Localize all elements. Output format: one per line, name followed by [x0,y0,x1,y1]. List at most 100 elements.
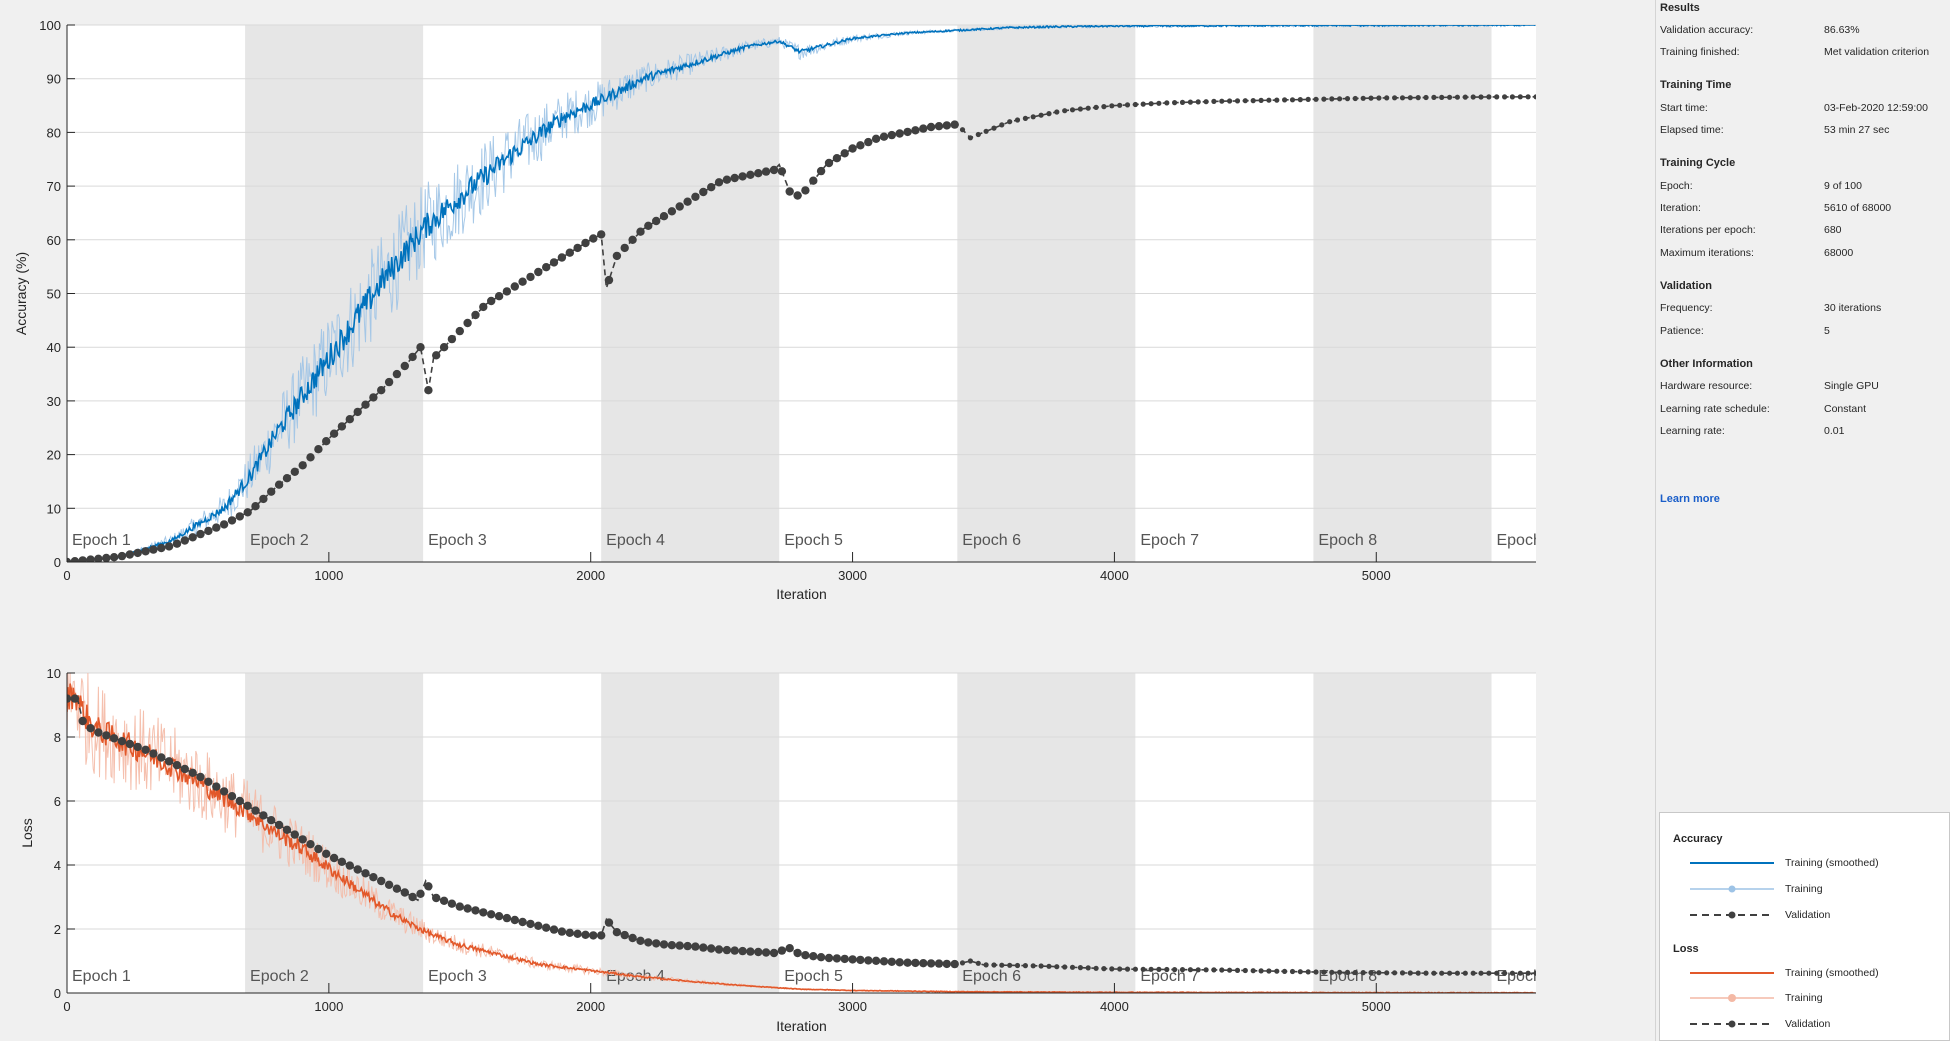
validation-marker [887,957,896,966]
validation-marker [950,959,959,969]
validation-marker [306,453,315,462]
validation-marker [1203,99,1209,105]
validation-marker [1344,96,1351,102]
validation-marker [1447,970,1453,976]
validation-marker [581,930,590,939]
validation-marker [1470,94,1476,100]
validation-marker [70,557,80,562]
validation-marker [455,902,464,911]
validation-marker [86,724,95,733]
learn-more-link[interactable]: Learn more [1660,493,1720,505]
loss-plot: Epoch 1 Epoch 2 Epoch 3 Epoch 4 Epoch 5 Epoch… [19,666,1536,1034]
validation-marker [1187,967,1193,973]
epoch-label: Epoch 6 [962,968,1021,985]
validation-marker [384,880,394,889]
validation-marker [1132,966,1138,972]
validation-marker [416,889,425,898]
accuracy-y-axis-label: Accuracy (%) [13,252,29,335]
validation-marker [1077,106,1083,112]
validation-marker [1533,94,1536,100]
validation-marker [109,553,119,562]
validation-marker [1431,94,1437,100]
validation-marker [204,777,213,786]
validation-marker [298,835,307,844]
x-tick-label: 1000 [314,999,343,1014]
validation-marker [117,737,127,746]
validation-marker [620,243,629,253]
validation-marker [157,543,166,553]
legend-accuracy-title: Accuracy [1673,833,1723,845]
validation-marker [1407,95,1413,101]
validation-marker [267,487,276,496]
y-tick-label: 30 [47,394,61,409]
validation-marker [164,542,174,551]
validation-marker [856,141,865,150]
validation-marker [1007,119,1013,125]
loss-ticks: 0 1000 2000 3000 4000 5000 0 2 4 6 8 10 [47,666,1536,1014]
validation-marker [1054,964,1060,970]
validation-marker [801,186,810,195]
legend-loss-title: Loss [1673,943,1699,955]
x-tick-label: 5000 [1362,568,1391,583]
validation-marker [172,539,182,548]
section-title-training-time: Training Time [1660,79,1732,91]
validation-marker [707,183,716,192]
validation-marker [439,343,449,352]
validation-marker [1148,966,1154,972]
legend-swatch [1690,1020,1774,1028]
validation-marker [983,128,989,134]
validation-marker [1124,102,1131,108]
validation-marker [463,904,472,913]
validation-marker [227,792,237,801]
validation-marker [235,796,244,806]
validation-marker [141,745,150,754]
validation-marker [730,173,739,183]
validation-marker [1227,967,1233,973]
validation-marker [259,494,268,504]
validation-marker [769,948,779,958]
legend-swatch [1690,885,1774,893]
validation-marker [432,893,441,903]
y-tick-label: 4 [54,858,61,873]
validation-marker [369,393,378,402]
validation-marker [1344,969,1351,976]
validation-marker [871,134,881,143]
validation-marker [471,310,480,320]
validation-marker [832,954,842,963]
validation-marker [903,127,912,137]
validation-marker [1179,99,1186,105]
validation-marker [172,761,182,770]
validation-marker [856,955,865,965]
validation-marker [652,939,661,948]
validation-marker [400,361,409,371]
validation-marker [432,351,441,360]
validation-marker [526,272,535,282]
y-tick-label: 80 [47,125,61,140]
validation-marker [675,941,684,950]
x-tick-label: 2000 [576,999,605,1014]
epoch-label: Epoch 4 [606,532,665,549]
validation-marker [1321,96,1327,102]
validation-marker [1022,115,1028,121]
y-tick-label: 100 [39,18,61,33]
validation-marker [573,243,582,253]
validation-marker [824,953,834,963]
epoch-label: Epoch 7 [1140,532,1199,549]
validation-marker [1085,105,1091,111]
validation-marker [487,910,496,919]
validation-marker [164,757,174,766]
validation-marker [67,694,72,703]
epoch-label: Epoch 9 [1496,532,1555,549]
validation-marker [557,253,567,262]
x-tick-label: 1000 [314,568,343,583]
info-key: Maximum iterations: [1660,247,1754,259]
validation-marker [1297,969,1303,975]
validation-marker [329,429,339,438]
validation-marker [999,962,1005,968]
y-tick-label: 40 [47,340,61,355]
training-smoothed-line [67,25,1536,562]
validation-marker [1525,970,1531,976]
validation-marker [754,169,763,178]
validation-marker [1439,970,1445,976]
validation-marker [1423,94,1429,101]
